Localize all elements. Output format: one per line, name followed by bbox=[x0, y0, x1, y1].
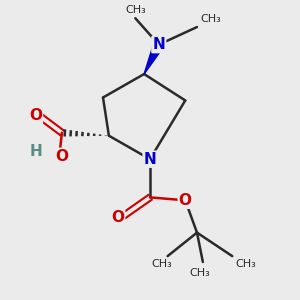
Text: O: O bbox=[179, 193, 192, 208]
Text: CH₃: CH₃ bbox=[152, 259, 172, 269]
Text: H: H bbox=[30, 144, 43, 159]
Text: CH₃: CH₃ bbox=[235, 259, 256, 269]
Text: N: N bbox=[144, 152, 156, 167]
Text: O: O bbox=[56, 149, 68, 164]
Polygon shape bbox=[144, 42, 164, 74]
Text: O: O bbox=[29, 108, 42, 123]
Text: N: N bbox=[152, 37, 165, 52]
Text: CH₃: CH₃ bbox=[190, 268, 210, 278]
Text: CH₃: CH₃ bbox=[200, 14, 221, 24]
Text: O: O bbox=[111, 210, 124, 225]
Text: CH₃: CH₃ bbox=[125, 5, 146, 15]
